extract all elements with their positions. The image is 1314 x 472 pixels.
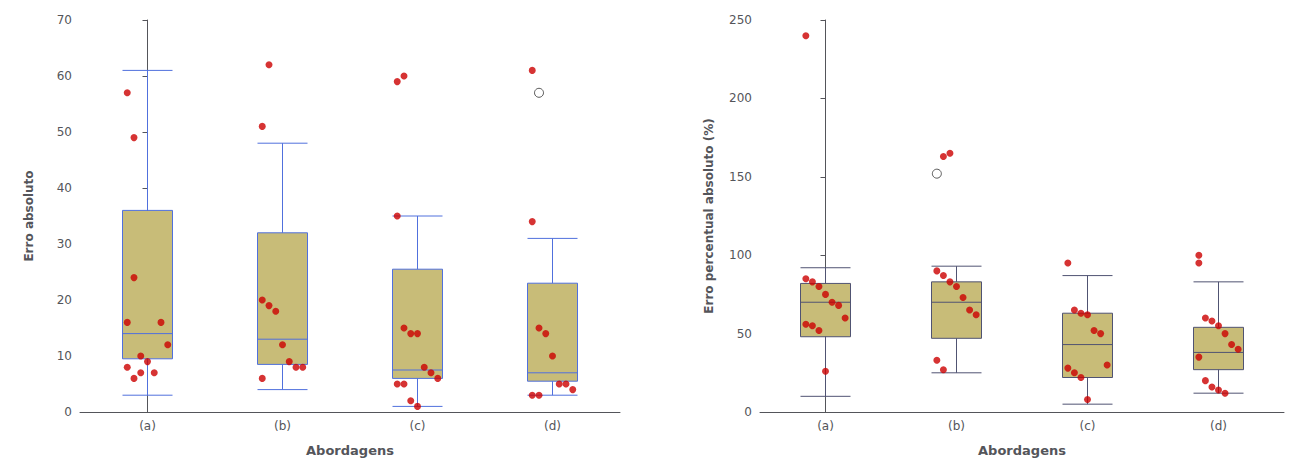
svg-text:200: 200	[729, 91, 752, 105]
svg-text:40: 40	[57, 181, 72, 195]
svg-text:20: 20	[57, 293, 72, 307]
svg-text:50: 50	[57, 125, 72, 139]
svg-text:(b): (b)	[948, 419, 965, 433]
svg-text:50: 50	[737, 327, 752, 341]
svg-text:Erro absoluto: Erro absoluto	[22, 170, 36, 261]
svg-text:(c): (c)	[1080, 419, 1096, 433]
svg-text:(d): (d)	[1210, 419, 1227, 433]
svg-text:(d): (d)	[544, 419, 561, 433]
svg-text:Abordagens: Abordagens	[978, 443, 1066, 458]
svg-text:0: 0	[64, 405, 72, 419]
svg-text:(c): (c)	[410, 419, 426, 433]
svg-text:70: 70	[57, 13, 72, 27]
svg-text:250: 250	[729, 13, 752, 27]
svg-text:10: 10	[57, 349, 72, 363]
svg-text:30: 30	[57, 237, 72, 251]
svg-text:0: 0	[744, 405, 752, 419]
svg-text:(b): (b)	[274, 419, 291, 433]
svg-text:60: 60	[57, 69, 72, 83]
svg-text:100: 100	[729, 248, 752, 262]
svg-text:150: 150	[729, 170, 752, 184]
svg-text:Erro percentual absoluto (%): Erro percentual absoluto (%)	[702, 118, 716, 313]
svg-text:Abordagens: Abordagens	[306, 443, 394, 458]
svg-text:(a): (a)	[139, 419, 156, 433]
svg-text:(a): (a)	[817, 419, 834, 433]
